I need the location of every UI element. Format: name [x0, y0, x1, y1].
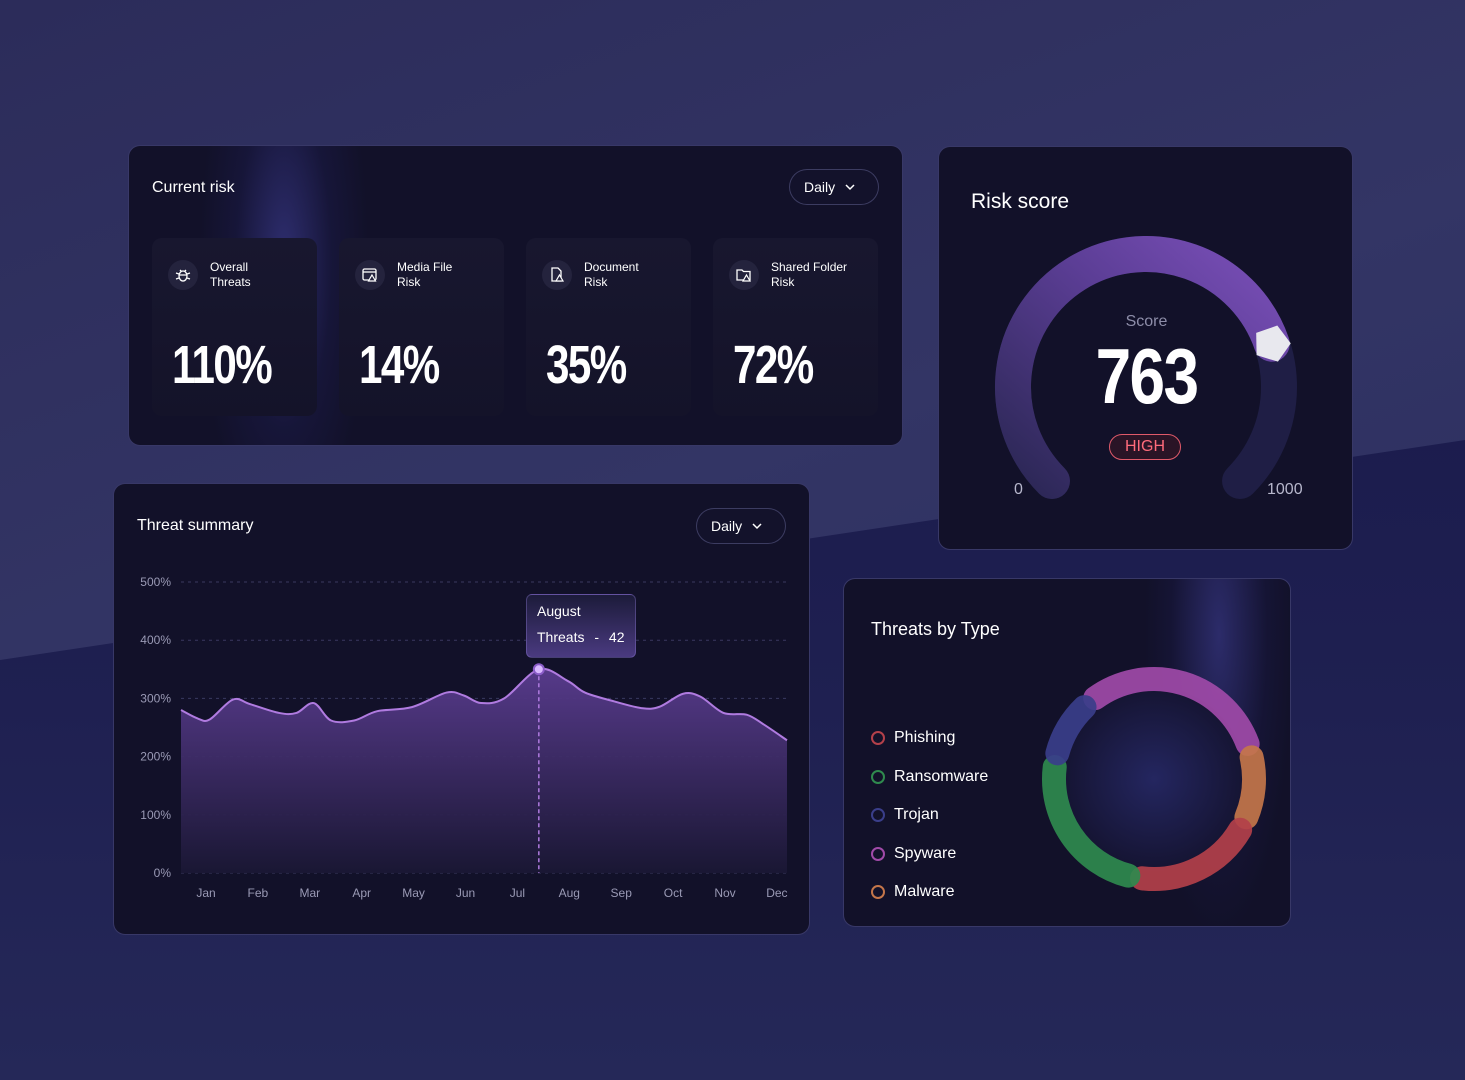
- x-tick-label: Jul: [510, 886, 525, 900]
- legend-swatch: [871, 731, 885, 746]
- document-warning-icon: [542, 260, 572, 290]
- threats-by-type-title: Threats by Type: [871, 619, 1000, 639]
- tile-overall-threats[interactable]: Overall Threats 110%: [152, 238, 317, 416]
- score-label: Score: [1125, 313, 1168, 330]
- gauge-fill: [995, 236, 1290, 500]
- current-risk-period-dropdown[interactable]: Daily: [789, 169, 879, 205]
- legend-label: Ransomware: [894, 767, 989, 785]
- y-tick-label: 300%: [140, 691, 171, 705]
- highlight-point[interactable]: [532, 663, 545, 676]
- legend-label: Phishing: [894, 729, 956, 747]
- legend-label: Spyware: [894, 844, 957, 862]
- area-fill: [181, 668, 787, 873]
- legend-item-trojan[interactable]: Trojan: [871, 796, 988, 835]
- x-tick-label: Sep: [611, 886, 633, 900]
- donut-slice-ransomware[interactable]: [1042, 755, 1141, 888]
- legend-label: Trojan: [894, 806, 939, 824]
- legend-swatch: [871, 808, 885, 823]
- tooltip-separator: -: [594, 629, 600, 645]
- gauge-max-label: 1000: [1267, 481, 1303, 498]
- donut-slice-malware[interactable]: [1234, 745, 1266, 830]
- score-value: 763: [1095, 332, 1199, 420]
- tooltip-row: Threats - 42: [537, 629, 625, 645]
- x-tick-label: Mar: [299, 886, 320, 900]
- risk-score-title: Risk score: [971, 190, 1070, 213]
- legend-item-spyware[interactable]: Spyware: [871, 835, 988, 874]
- tile-label: Shared Folder Risk: [771, 260, 848, 289]
- tile-label: Overall Threats: [210, 260, 251, 289]
- tile-label: Document Risk: [584, 260, 639, 289]
- threat-summary-title: Threat summary: [137, 517, 254, 534]
- donut-slice-spyware[interactable]: [1083, 667, 1260, 756]
- legend-swatch: [871, 846, 885, 861]
- legend-swatch: [871, 769, 885, 784]
- legend-item-malware[interactable]: Malware: [871, 873, 988, 912]
- tile-media-file-risk[interactable]: Media File Risk 14%: [339, 238, 504, 416]
- tile-document-risk[interactable]: Document Risk 35%: [526, 238, 691, 416]
- x-tick-label: Jun: [456, 886, 475, 900]
- period-label: Daily: [804, 179, 836, 195]
- threat-area-chart: 500% 400% 300% 200% 100% 0% Jan Feb Mar Apr May Jun…: [140, 575, 788, 900]
- x-tick-label: Feb: [248, 886, 269, 900]
- y-tick-label: 400%: [140, 633, 171, 647]
- tile-label: Media File Risk: [397, 260, 453, 289]
- x-tick-label: Jan: [196, 886, 215, 900]
- period-label: Daily: [711, 518, 743, 534]
- threat-type-legend: Phishing Ransomware Trojan Spyware Malware: [871, 719, 988, 912]
- chevron-down-icon: [752, 523, 762, 530]
- threat-type-donut: [1042, 667, 1266, 891]
- y-tick-label: 100%: [140, 808, 171, 822]
- tile-value: 110%: [172, 335, 273, 395]
- series-line: [180, 667, 788, 742]
- y-tick-label: 0%: [154, 866, 172, 880]
- donut-slice-phishing[interactable]: [1130, 817, 1253, 891]
- chart-tooltip: August Threats - 42: [526, 594, 636, 658]
- risk-score-card: Risk score Score 763 HIGH 0 1000: [938, 146, 1353, 550]
- threat-summary-period-dropdown[interactable]: Daily: [696, 508, 786, 544]
- legend-label: Malware: [894, 883, 955, 901]
- legend-swatch: [871, 885, 885, 900]
- tile-shared-folder-risk[interactable]: Shared Folder Risk 72%: [713, 238, 878, 416]
- legend-item-ransomware[interactable]: Ransomware: [871, 758, 988, 797]
- current-risk-title: Current risk: [152, 179, 235, 196]
- x-tick-label: Apr: [352, 886, 371, 900]
- x-tick-label: Aug: [559, 886, 580, 900]
- media-warning-icon: [355, 260, 385, 290]
- y-tick-label: 500%: [140, 575, 171, 589]
- y-tick-label: 200%: [140, 750, 171, 764]
- tooltip-series: Threats: [537, 629, 585, 645]
- chevron-down-icon: [845, 184, 855, 191]
- tile-value: 72%: [733, 335, 814, 395]
- current-risk-card: Current risk Daily Overall Threats 110% …: [128, 145, 903, 446]
- gauge-min-label: 0: [1014, 481, 1023, 498]
- gauge-handle[interactable]: [1256, 325, 1291, 362]
- x-tick-label: Dec: [766, 886, 787, 900]
- bug-icon: [168, 260, 198, 290]
- risk-gauge: [995, 236, 1297, 500]
- x-tick-label: Nov: [714, 886, 735, 900]
- tile-value: 14%: [359, 335, 440, 395]
- status-badge: HIGH: [1109, 434, 1181, 460]
- donut-slice-trojan[interactable]: [1045, 695, 1097, 766]
- folder-warning-icon: [729, 260, 759, 290]
- tooltip-month: August: [537, 603, 581, 619]
- legend-item-phishing[interactable]: Phishing: [871, 719, 988, 758]
- threats-by-type-card: Threats by Type Phishing Ransomware Trojan…: [843, 578, 1291, 927]
- x-tick-label: May: [402, 886, 425, 900]
- x-tick-label: Oct: [664, 886, 683, 900]
- tooltip-value: 42: [608, 629, 625, 645]
- threat-summary-card: Threat summary Daily 500% 400% 300% 200% 100…: [113, 483, 810, 935]
- tile-value: 35%: [546, 335, 627, 395]
